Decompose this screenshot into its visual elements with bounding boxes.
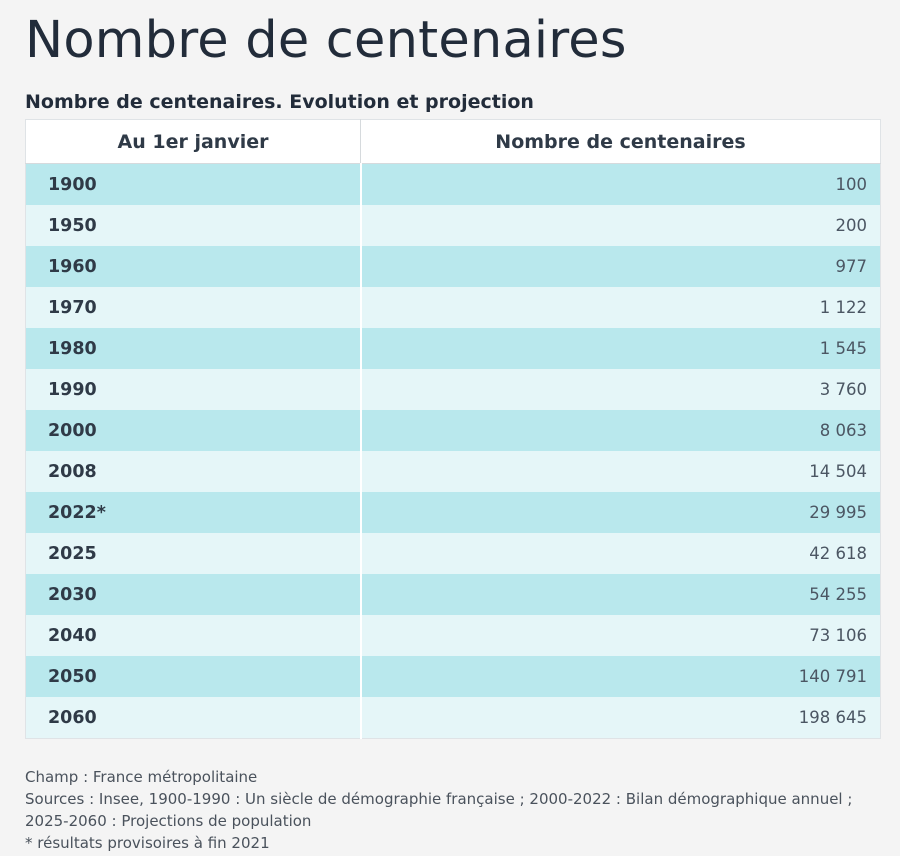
year-cell: 1960 [25,246,362,287]
table-row: 1980 1 545 [25,328,881,369]
count-cell: 977 [360,246,881,287]
count-cell: 73 106 [360,615,881,656]
count-cell: 54 255 [360,574,881,615]
table-row: 2050 140 791 [25,656,881,697]
table-row: 2000 8 063 [25,410,881,451]
table-row: 1900 100 [25,163,881,205]
year-cell: 2050 [25,656,362,697]
year-cell: 2030 [25,574,362,615]
table-row: 2030 54 255 [25,574,881,615]
year-cell: 1970 [25,287,362,328]
table-row: 1950 200 [25,205,881,246]
year-cell: 2000 [25,410,362,451]
centenaires-table: Au 1er janvier Nombre de centenaires 190… [25,119,881,739]
footnote-sources: Sources : Insee, 1900-1990 : Un siècle d… [25,790,853,830]
table-row: 1960 977 [25,246,881,287]
table-body: 1900 100 1950 200 1960 977 1970 1 122 1980 1 545 1… [25,163,881,739]
table-header-row: Au 1er janvier Nombre de centenaires [25,119,881,164]
count-cell: 14 504 [360,451,881,492]
count-cell: 100 [360,163,881,205]
count-cell: 42 618 [360,533,881,574]
footnote-provisional: * résultats provisoires à fin 2021 [25,834,270,852]
count-cell: 200 [360,205,881,246]
table-row: 2060 198 645 [25,697,881,739]
count-cell: 29 995 [360,492,881,533]
count-cell: 1 545 [360,328,881,369]
footnotes: Champ : France métropolitaine Sources : … [25,766,875,854]
count-cell: 3 760 [360,369,881,410]
year-cell: 2008 [25,451,362,492]
year-cell: 1900 [25,163,362,205]
column-header-count: Nombre de centenaires [360,119,881,164]
year-cell: 1980 [25,328,362,369]
table-row: 1990 3 760 [25,369,881,410]
table-title: Nombre de centenaires. Evolution et proj… [25,91,534,113]
count-cell: 1 122 [360,287,881,328]
year-cell: 2025 [25,533,362,574]
count-cell: 8 063 [360,410,881,451]
year-cell: 2060 [25,697,362,739]
year-cell: 2040 [25,615,362,656]
table-row: 1970 1 122 [25,287,881,328]
table-row: 2025 42 618 [25,533,881,574]
count-cell: 198 645 [360,697,881,739]
column-header-year: Au 1er janvier [25,119,361,164]
count-cell: 140 791 [360,656,881,697]
footnote-champ: Champ : France métropolitaine [25,768,258,786]
page-title: Nombre de centenaires [25,11,627,70]
table-row: 2008 14 504 [25,451,881,492]
year-cell: 1950 [25,205,362,246]
table-row: 2040 73 106 [25,615,881,656]
year-cell: 2022* [25,492,362,533]
table-row: 2022* 29 995 [25,492,881,533]
year-cell: 1990 [25,369,362,410]
